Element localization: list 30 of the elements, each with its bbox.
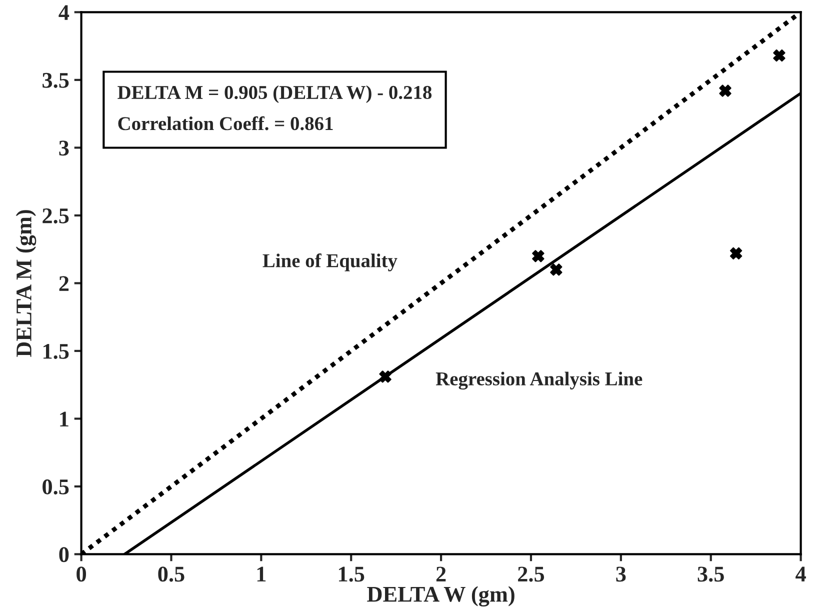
x-tick-label: 4 [796,566,806,582]
x-tick-label: 0.5 [158,566,184,582]
series-label: Regression Analysis Line [436,372,642,390]
x-tick-label: 2 [436,566,446,582]
y-tick-label: 2 [59,276,69,291]
y-tick-label: 3 [59,140,69,156]
point [730,247,742,260]
point [379,370,392,383]
x-tick-label: 0 [76,566,86,582]
point [773,49,786,62]
point [719,84,732,97]
annotation: DELTA M = 0.905 (DELTA W) - 0.218 [118,85,432,103]
x-tick-label: 1 [257,566,266,582]
x-tick-label: 3 [616,566,626,582]
x-tick-label: 3.5 [698,566,724,582]
y-tick-label: 3.5 [42,72,69,88]
x-axis-title: DELTA W (gm) [367,586,514,606]
y-tick-label: 4 [58,5,70,20]
y-tick-label: 1.5 [44,344,69,359]
y-tick-label: 1 [60,412,68,426]
y-tick-label: 0.5 [42,479,69,494]
annotation: Correlation Coeff. = 0.861 [118,116,333,130]
y-tick-label: 0 [59,547,69,562]
y-tick-label: 2.5 [42,208,69,224]
point [550,264,562,276]
x-tick-label: 2.5 [518,566,544,582]
series-label: Line of Equality [262,253,398,272]
y-axis-title: DELTA M (gm) [16,210,36,357]
x-tick-label: 1.5 [339,566,364,582]
point [532,250,544,262]
